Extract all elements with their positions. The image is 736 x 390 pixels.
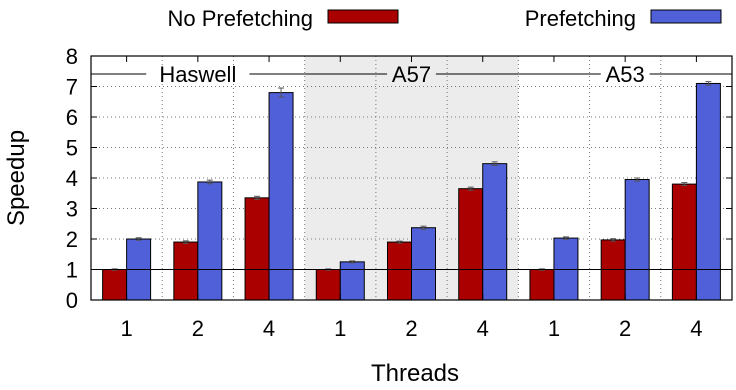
x-tick-label: 2 — [619, 316, 631, 341]
y-tick-label: 2 — [66, 227, 78, 252]
y-tick-label: 8 — [66, 44, 78, 69]
x-tick-label: 1 — [120, 316, 132, 341]
bar-prefetching-3 — [339, 261, 365, 301]
legend: No Prefetching Prefetching — [167, 6, 722, 31]
bar-no-prefetching-6 — [529, 269, 555, 301]
bar-prefetching-5 — [482, 163, 508, 301]
group-label-a57: A57 — [392, 62, 431, 87]
group-label-haswell: Haswell — [159, 62, 236, 87]
group-labels: Haswell A57 A53 — [91, 62, 732, 87]
x-tick-label: 1 — [548, 316, 560, 341]
legend-label-1: Prefetching — [525, 6, 636, 31]
y-tick-label: 3 — [66, 197, 78, 222]
bar-no-prefetching-2 — [244, 197, 270, 301]
y-tick-label: 6 — [66, 105, 78, 130]
bar-no-prefetching-8 — [671, 183, 697, 301]
x-axis-ticks: 1 2 4 1 2 4 1 2 4 — [120, 56, 703, 341]
y-tick-label: 5 — [66, 136, 78, 161]
error-bars — [111, 81, 712, 271]
bar-no-prefetching-4 — [387, 241, 412, 301]
group-label-a53: A53 — [606, 62, 645, 87]
y-tick-label: 1 — [66, 258, 78, 283]
bars — [102, 82, 721, 301]
bar-no-prefetching-3 — [315, 269, 341, 301]
bar-no-prefetching-1 — [173, 241, 199, 301]
x-tick-label: 4 — [690, 316, 702, 341]
y-axis-ticks: 0 1 2 3 4 5 6 7 8 — [66, 44, 732, 313]
x-tick-label: 2 — [192, 316, 204, 341]
bar-no-prefetching-0 — [102, 269, 128, 301]
x-tick-label: 4 — [477, 316, 489, 341]
legend-swatch-0 — [327, 9, 399, 24]
y-tick-label: 4 — [66, 166, 78, 191]
bar-prefetching-4 — [411, 227, 436, 301]
bar-prefetching-7 — [624, 179, 650, 301]
y-axis-label: Speedup — [3, 130, 30, 226]
bar-no-prefetching-5 — [458, 188, 484, 301]
bar-prefetching-8 — [695, 82, 721, 301]
x-axis-label: Threads — [371, 360, 459, 387]
x-tick-label: 4 — [263, 316, 275, 341]
legend-swatch-1 — [650, 9, 722, 24]
legend-label-0: No Prefetching — [167, 6, 313, 31]
x-tick-label: 1 — [334, 316, 346, 341]
bar-prefetching-2 — [268, 92, 294, 301]
bar-prefetching-1 — [197, 181, 223, 301]
x-tick-label: 2 — [405, 316, 417, 341]
y-tick-label: 7 — [66, 75, 78, 100]
y-tick-label: 0 — [66, 288, 78, 313]
